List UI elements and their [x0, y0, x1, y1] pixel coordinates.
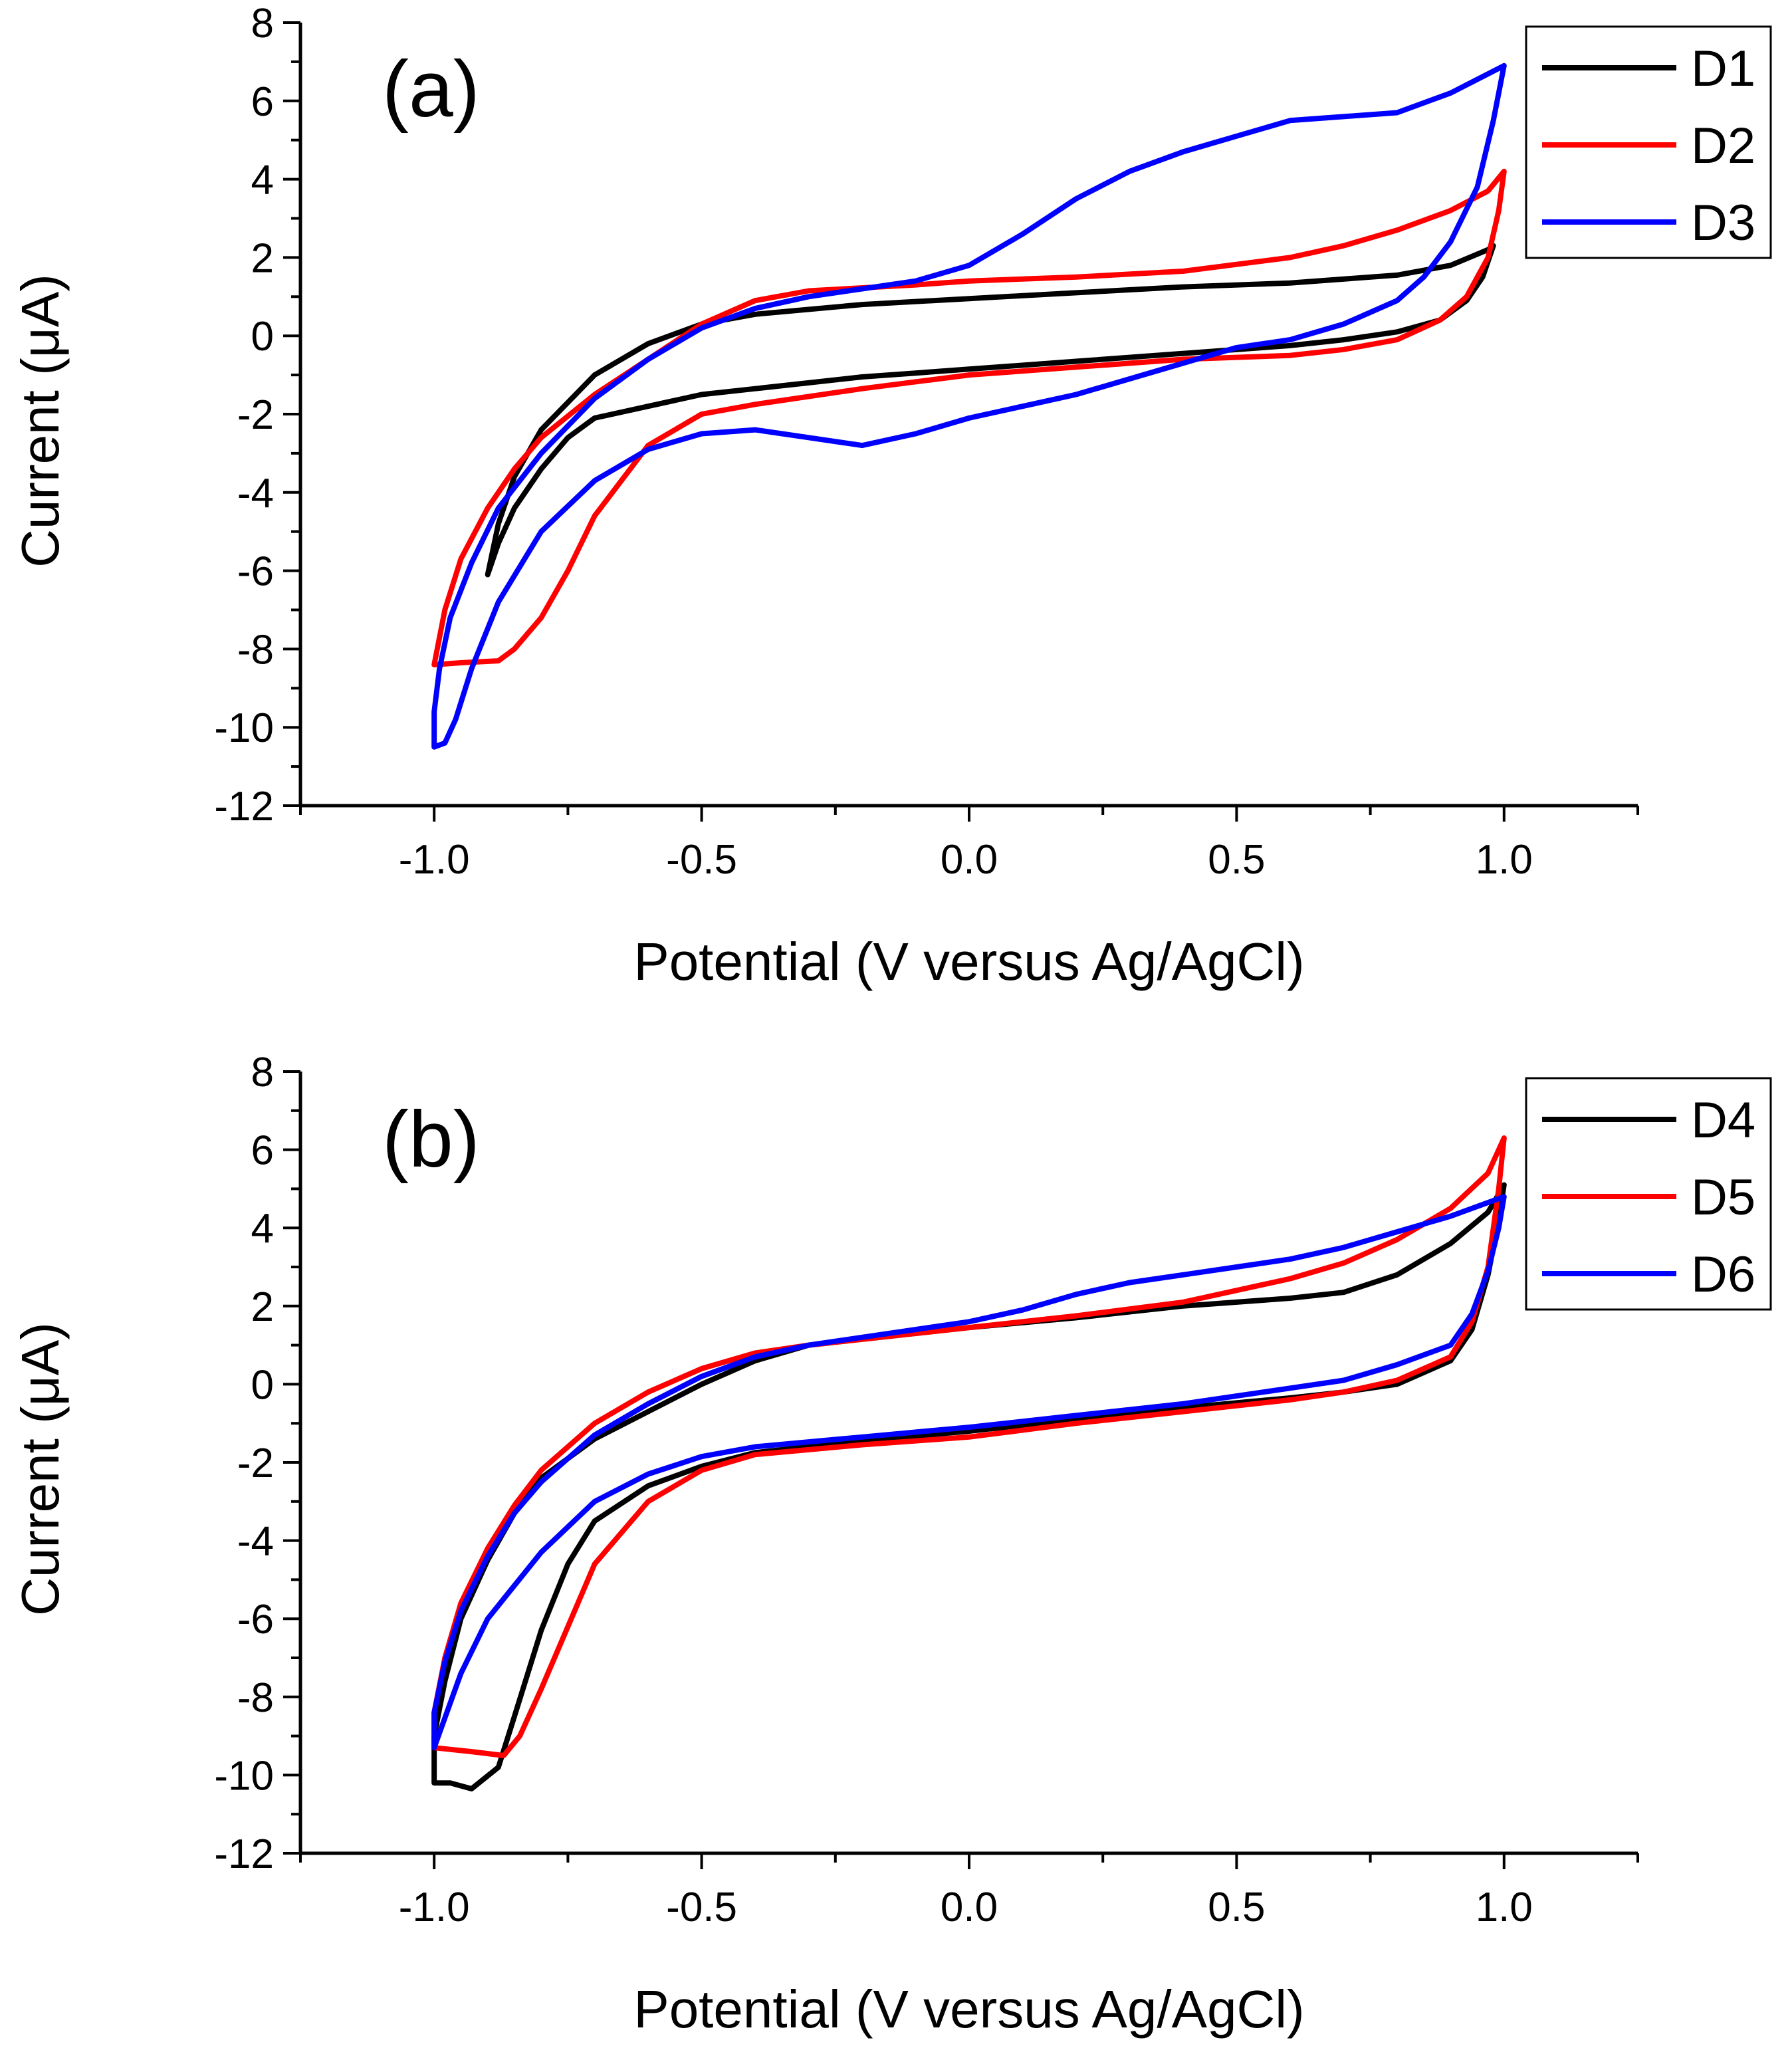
x-axis-title: Potential (V versus Ag/AgCl): [633, 1980, 1304, 2039]
y-tick-label: 2: [251, 1284, 274, 1330]
legend-label-d3: D3: [1691, 195, 1755, 251]
y-tick-label: -8: [237, 1675, 274, 1721]
y-tick-label: -4: [237, 471, 274, 516]
chart-panel-1: 8 6 4 2 0 -2 -4 -6 -8 -10 -12 -1.0 -0.5 0.0 0.5 1.0 Pote…: [11, 1, 1772, 991]
legend-label-d5: D5: [1691, 1169, 1755, 1226]
legend-label-d1: D1: [1691, 41, 1755, 97]
y-tick-label: 4: [251, 1206, 274, 1252]
panel-label: (b): [382, 1095, 480, 1184]
x-tick-label: -0.5: [666, 837, 737, 883]
y-axis-title: Current (μA): [11, 274, 70, 568]
x-tick-label: 0.5: [1208, 837, 1265, 883]
y-tick-label: -12: [214, 784, 274, 830]
x-tick-label: -0.5: [666, 1885, 737, 1930]
y-axis-title: Current (μA): [11, 1322, 70, 1616]
y-tick-label: -6: [237, 1597, 274, 1643]
x-tick-label: -1.0: [399, 837, 470, 883]
legend-label-d6: D6: [1691, 1246, 1755, 1303]
y-tick-label: -8: [237, 627, 274, 673]
series-line-d6: [431, 1194, 1507, 1751]
y-tick-label: -10: [214, 705, 274, 751]
legend: D1 D2 D3: [1525, 25, 1772, 259]
y-tick-label: 8: [251, 1050, 274, 1095]
y-tick-label: -12: [214, 1831, 274, 1877]
y-tick-label: 6: [251, 1128, 274, 1174]
series-line-d3: [431, 62, 1507, 750]
y-tick-label: -4: [237, 1519, 274, 1565]
y-tick-label: -6: [237, 549, 274, 595]
x-tick-label: 1.0: [1476, 837, 1533, 883]
legend-label-d4: D4: [1691, 1092, 1755, 1149]
legend: D4 D5 D6: [1525, 1077, 1772, 1311]
x-tick-label: 0.5: [1208, 1885, 1265, 1930]
y-tick-label: 0: [251, 314, 274, 360]
x-tick-label: -1.0: [399, 1885, 470, 1930]
x-tick-label: 0.0: [941, 1885, 998, 1930]
series-line-d1: [485, 243, 1496, 578]
y-tick-label: -2: [237, 1440, 274, 1486]
panel-label: (a): [382, 45, 480, 134]
legend-label-d2: D2: [1691, 118, 1755, 174]
series-line-d4: [431, 1182, 1507, 1791]
x-tick-label: 0.0: [941, 837, 998, 883]
x-tick-label: 1.0: [1476, 1885, 1533, 1930]
y-tick-label: 6: [251, 79, 274, 125]
y-tick-label: -10: [214, 1753, 274, 1799]
y-tick-label: 2: [251, 235, 274, 281]
y-tick-label: -2: [237, 392, 274, 438]
chart-panel-2: 8 6 4 2 0 -2 -4 -6 -8 -10 -12 -1.0 -0.5 0.0 0.5 1.0 Pote…: [11, 1050, 1772, 2039]
x-axis-title: Potential (V versus Ag/AgCl): [633, 932, 1304, 991]
y-tick-label: 8: [251, 1, 274, 47]
series-line-d5: [431, 1135, 1507, 1758]
y-tick-label: 0: [251, 1362, 274, 1408]
y-tick-label: 4: [251, 158, 274, 203]
